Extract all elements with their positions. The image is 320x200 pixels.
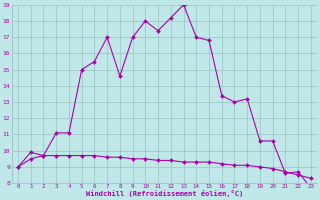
X-axis label: Windchill (Refroidissement éolien,°C): Windchill (Refroidissement éolien,°C) [86,190,243,197]
